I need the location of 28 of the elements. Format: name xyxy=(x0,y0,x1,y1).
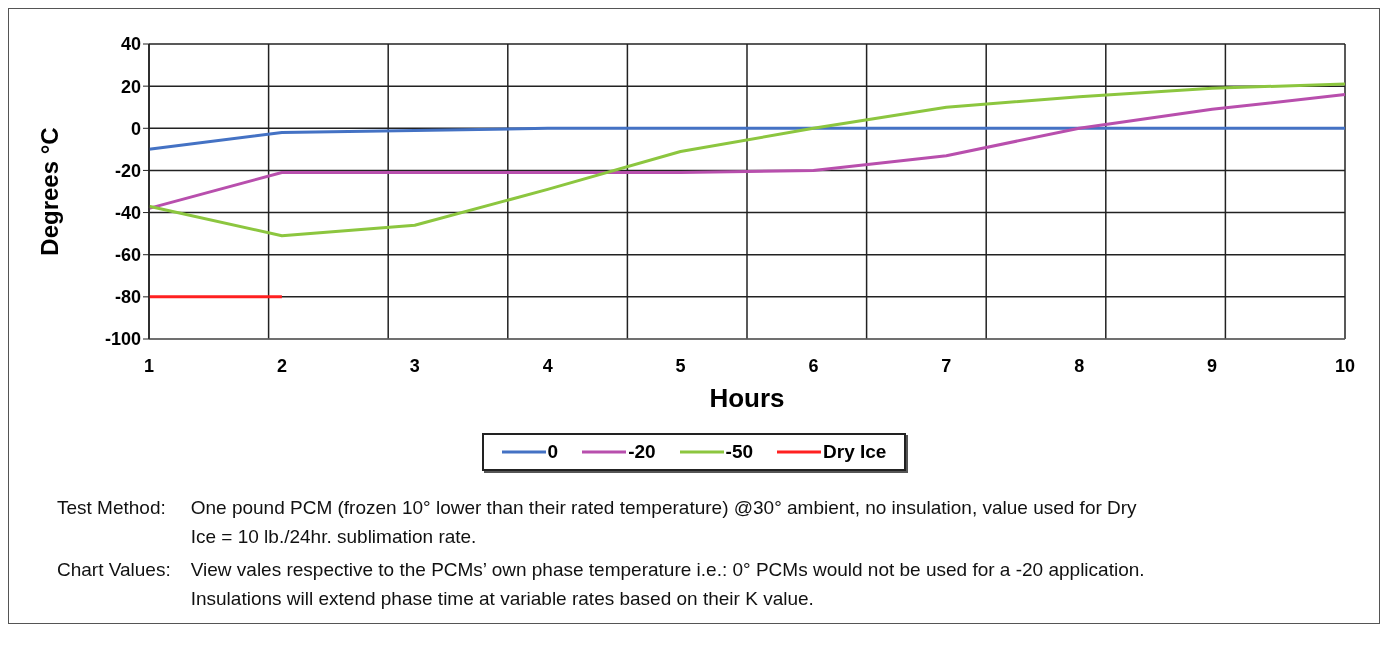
text: Chart Values: xyxy=(57,558,171,582)
x-tick-label: 5 xyxy=(675,355,686,376)
y-tick-label: -60 xyxy=(114,245,141,266)
x-tick-label: 1 xyxy=(143,355,155,376)
x-tick-label: 9 xyxy=(1207,355,1218,376)
y-tick-label: -80 xyxy=(114,287,141,308)
y-tick-label: -100 xyxy=(104,329,141,350)
x-tick-label: 10 xyxy=(1334,355,1356,376)
legend-label: -50 xyxy=(725,441,754,463)
text: Test Method: xyxy=(57,496,167,520)
x-tick-label: 3 xyxy=(409,355,420,376)
x-axis-title: Hours xyxy=(709,383,785,413)
legend-label: Dry Ice xyxy=(823,441,887,463)
y-axis-title: Degrees °C xyxy=(35,127,63,256)
x-tick-label: 6 xyxy=(808,355,819,376)
y-tick-label: 20 xyxy=(120,76,141,97)
legend-label: -20 xyxy=(628,441,656,463)
x-tick-label: 8 xyxy=(1074,355,1085,376)
text: One pound PCM (frozen 10° lower than their rated temperature) @30° ambient, no insulation, value used for Dry Ice = 10 lb./24hr. sublimation rate. xyxy=(190,496,1138,549)
y-tick-label: -20 xyxy=(114,160,141,181)
y-tick-label: -40 xyxy=(114,202,141,223)
x-tick-label: 2 xyxy=(276,355,287,376)
text: View vales respective to the PCMs’ own phase temperature i.e.: 0° PCMs would not be used for a -20 application. Insulations will extend phase time at variable rates based on their K value. xyxy=(190,558,1146,611)
x-tick-label: 4 xyxy=(542,355,553,376)
legend-label: 0 xyxy=(547,441,559,463)
y-tick-label: 0 xyxy=(130,118,141,139)
y-tick-label: 40 xyxy=(120,34,141,55)
x-tick-label: 7 xyxy=(941,355,952,376)
